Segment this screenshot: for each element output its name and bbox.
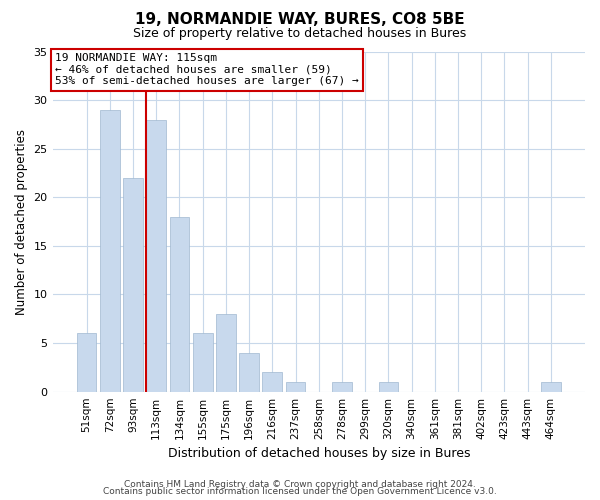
Bar [239, 353, 259, 392]
Bar [379, 382, 398, 392]
Bar [146, 120, 166, 392]
Bar [100, 110, 119, 392]
Text: Contains public sector information licensed under the Open Government Licence v3: Contains public sector information licen… [103, 488, 497, 496]
Text: 19 NORMANDIE WAY: 115sqm
← 46% of detached houses are smaller (59)
53% of semi-d: 19 NORMANDIE WAY: 115sqm ← 46% of detach… [55, 53, 359, 86]
Bar [332, 382, 352, 392]
Bar [216, 314, 236, 392]
Bar [541, 382, 561, 392]
Bar [286, 382, 305, 392]
Text: Contains HM Land Registry data © Crown copyright and database right 2024.: Contains HM Land Registry data © Crown c… [124, 480, 476, 489]
Bar [123, 178, 143, 392]
Bar [77, 334, 97, 392]
X-axis label: Distribution of detached houses by size in Bures: Distribution of detached houses by size … [167, 447, 470, 460]
Y-axis label: Number of detached properties: Number of detached properties [15, 128, 28, 314]
Text: Size of property relative to detached houses in Bures: Size of property relative to detached ho… [133, 28, 467, 40]
Bar [262, 372, 282, 392]
Text: 19, NORMANDIE WAY, BURES, CO8 5BE: 19, NORMANDIE WAY, BURES, CO8 5BE [135, 12, 465, 28]
Bar [170, 216, 190, 392]
Bar [193, 334, 212, 392]
